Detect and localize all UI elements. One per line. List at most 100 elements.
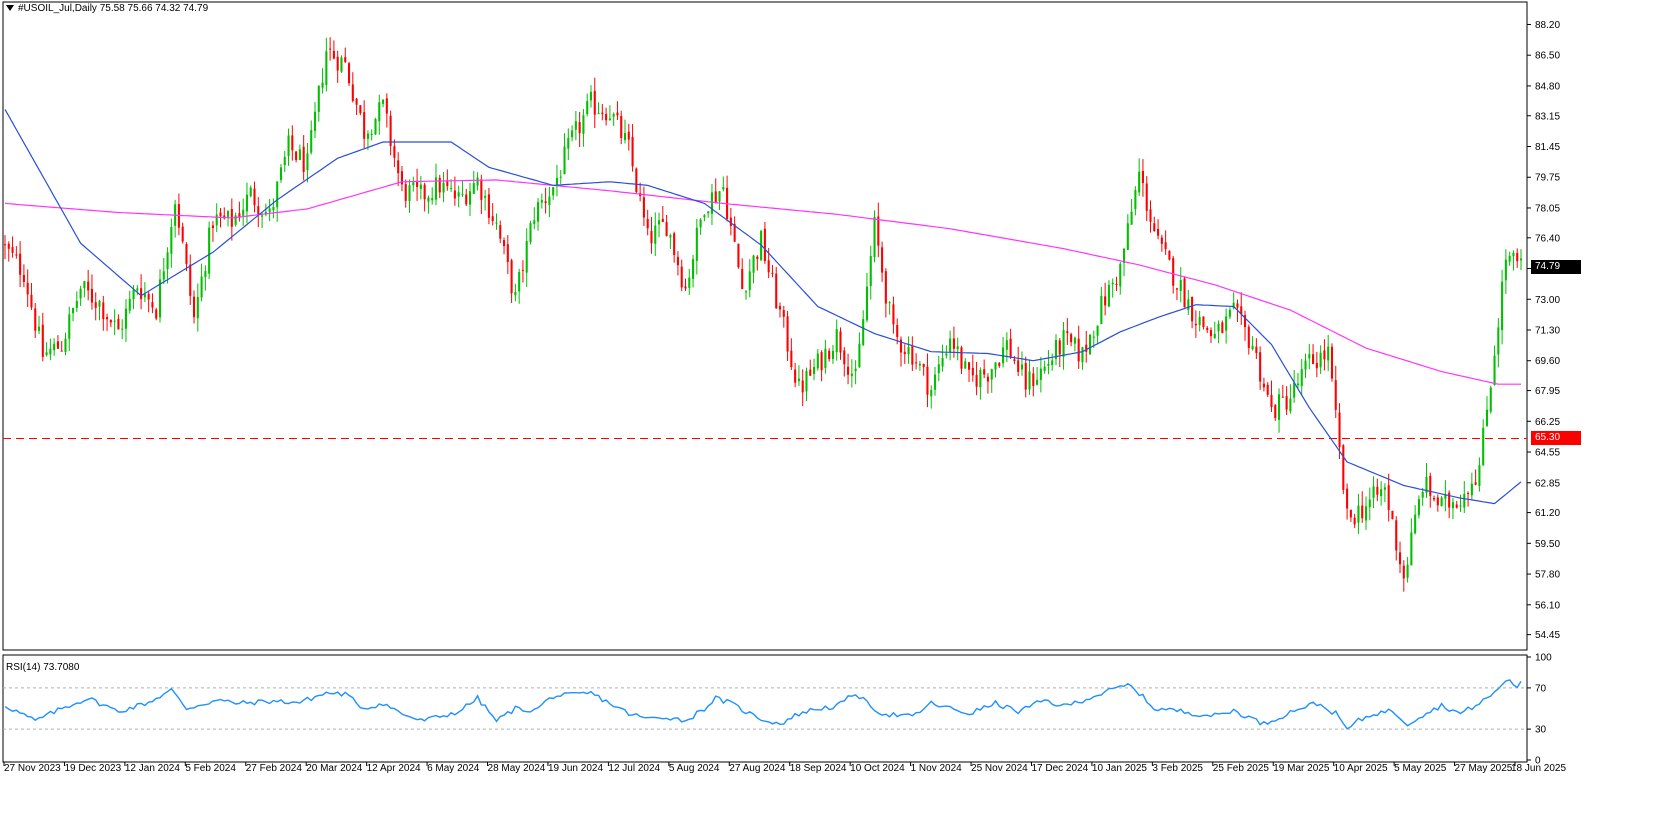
dropdown-triangle-icon[interactable]	[6, 5, 14, 12]
y-tick-label: 54.45	[1535, 630, 1560, 641]
candle-body	[869, 255, 872, 286]
y-tick-label: 79.75	[1535, 173, 1560, 184]
candle-body	[605, 113, 608, 121]
candle-body	[1364, 506, 1368, 521]
candle-body	[744, 291, 748, 293]
candle-body	[1236, 303, 1239, 308]
candle-body	[389, 115, 392, 146]
candle-body	[1304, 360, 1307, 370]
candle-body	[824, 348, 827, 368]
x-tick-label: 10 Oct 2024	[850, 763, 905, 774]
candle-body	[752, 255, 755, 273]
candle-body	[729, 217, 732, 226]
candle-body	[1497, 327, 1500, 355]
rsi-y-tick-label: 30	[1535, 725, 1547, 736]
candle-body	[502, 240, 506, 247]
candle-body	[812, 367, 816, 375]
candle-body	[366, 133, 369, 139]
candle-body	[703, 215, 706, 218]
y-tick-label: 67.95	[1535, 386, 1560, 397]
candle-body	[623, 133, 627, 141]
candle-body	[1160, 237, 1163, 244]
candle-body	[1274, 405, 1277, 419]
candle-body	[933, 374, 937, 390]
candle-body	[1504, 259, 1507, 281]
candle-body	[1372, 486, 1375, 498]
candle-body	[1039, 368, 1042, 380]
candle-body	[1111, 282, 1114, 285]
candle-body	[786, 316, 789, 352]
candle-body	[1285, 396, 1288, 410]
candle-body	[1376, 486, 1379, 495]
candle-body	[548, 196, 551, 206]
x-tick-label: 12 Jul 2024	[608, 763, 660, 774]
candle-body	[635, 168, 638, 192]
candle-body	[484, 195, 487, 198]
candle-body	[990, 369, 993, 380]
candle-body	[1512, 252, 1515, 257]
candle-body	[423, 184, 426, 200]
x-tick-label: 19 Mar 2025	[1273, 763, 1330, 774]
candle-body	[1032, 373, 1035, 386]
candle-body	[1519, 258, 1523, 261]
y-tick-label: 61.20	[1535, 508, 1560, 519]
candle-body	[336, 56, 339, 71]
candle-body	[839, 331, 842, 353]
candle-body	[45, 352, 48, 356]
candle-body	[1474, 482, 1477, 485]
candle-body	[102, 302, 105, 320]
candle-body	[1247, 326, 1250, 348]
candle-body	[1122, 248, 1126, 264]
candle-body	[1217, 323, 1220, 332]
candle-body	[922, 363, 925, 367]
candle-body	[816, 353, 819, 369]
candle-body	[1501, 281, 1504, 331]
candle-body	[1107, 284, 1110, 307]
candle-body	[1398, 552, 1402, 565]
candle-body	[1228, 309, 1231, 317]
candle-body	[329, 48, 332, 50]
candle-body	[1489, 387, 1492, 412]
candle-body	[673, 233, 676, 256]
candle-body	[1054, 340, 1058, 359]
candle-body	[945, 353, 948, 356]
candle-body	[1278, 394, 1281, 420]
candle-body	[1391, 510, 1394, 520]
candle-body	[1243, 315, 1247, 328]
candle-body	[1187, 299, 1190, 310]
x-tick-label: 27 Nov 2023	[4, 763, 61, 774]
candle-body	[72, 307, 75, 314]
candle-body	[363, 112, 366, 139]
candle-body	[1433, 497, 1436, 500]
candle-body	[1213, 333, 1216, 339]
candle-body	[971, 367, 974, 376]
candle-body	[1414, 514, 1417, 534]
candle-body	[896, 325, 899, 337]
candle-body	[1115, 283, 1118, 285]
candle-body	[53, 343, 56, 351]
candle-body	[476, 177, 479, 186]
candle-body	[446, 180, 449, 187]
candle-body	[412, 182, 415, 186]
candle-body	[310, 130, 313, 153]
candle-body	[1225, 316, 1228, 331]
candle-body	[1070, 334, 1073, 343]
candle-body	[351, 84, 354, 101]
x-tick-label: 19 Dec 2023	[64, 763, 121, 774]
candle-body	[601, 112, 604, 115]
candle-body	[665, 222, 668, 236]
candle-body	[1368, 499, 1371, 508]
candle-body	[90, 288, 93, 303]
candle-body	[540, 199, 543, 203]
candle-body	[1141, 170, 1144, 184]
candle-body	[975, 375, 978, 387]
candle-body	[15, 254, 18, 256]
candle-body	[695, 227, 698, 261]
candle-body	[1062, 330, 1065, 357]
candle-body	[733, 223, 736, 242]
candle-body	[589, 91, 593, 101]
candle-body	[185, 244, 188, 264]
candle-body	[7, 243, 10, 249]
candle-body	[1467, 492, 1470, 494]
candle-body	[756, 256, 759, 260]
